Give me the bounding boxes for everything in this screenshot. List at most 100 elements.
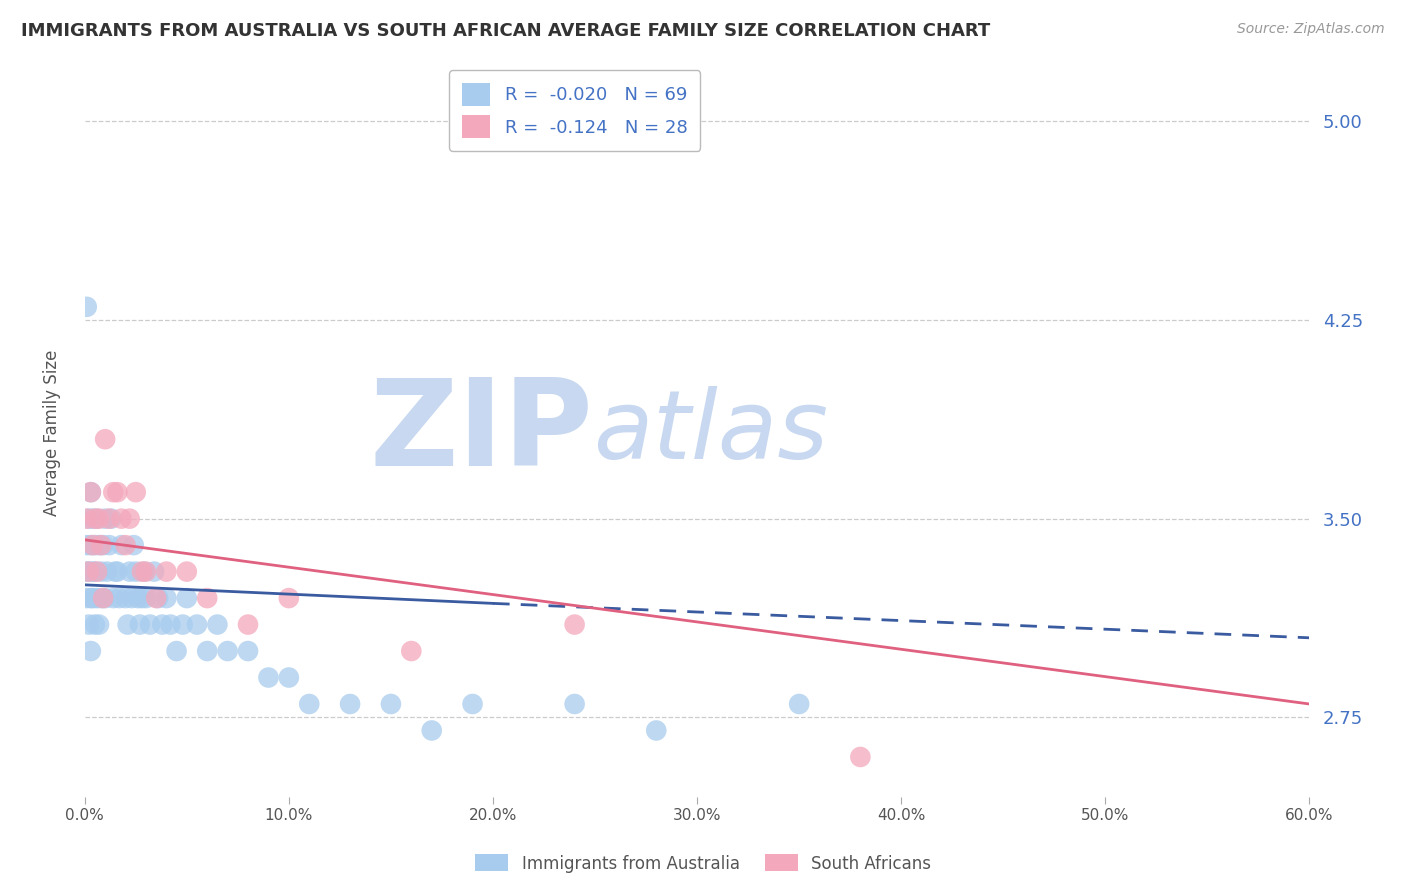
Point (564, 697, 586, 711)
Point (90, 591, 112, 606)
Point (84, 565, 107, 579)
Point (76, 511, 98, 525)
Point (87, 511, 110, 525)
Point (86, 591, 108, 606)
Point (176, 591, 198, 606)
Point (298, 697, 321, 711)
Point (277, 671, 299, 685)
Point (787, 697, 810, 711)
Point (257, 671, 280, 685)
Legend: R =  -0.020   N = 69, R =  -0.124   N = 28: R = -0.020 N = 69, R = -0.124 N = 28 (449, 70, 700, 151)
Point (127, 591, 149, 606)
Point (77, 565, 100, 579)
Point (80, 485, 103, 500)
Point (76, 591, 98, 606)
Point (110, 538, 132, 552)
Point (143, 565, 166, 579)
Point (125, 565, 148, 579)
Point (114, 538, 136, 552)
Point (186, 617, 208, 632)
Point (103, 591, 125, 606)
Text: ZIP: ZIP (370, 374, 593, 491)
Point (236, 644, 259, 658)
Point (139, 617, 162, 632)
Point (77, 511, 100, 525)
Point (76, 538, 98, 552)
Point (80, 591, 103, 606)
Point (339, 697, 361, 711)
Point (87, 538, 110, 552)
Point (94, 511, 117, 525)
Point (849, 750, 872, 764)
Point (122, 538, 145, 552)
Point (105, 485, 128, 500)
Point (86, 511, 108, 525)
Point (155, 565, 177, 579)
Point (82, 565, 104, 579)
Point (84, 617, 107, 632)
Point (76, 300, 98, 314)
Point (94, 432, 117, 446)
Point (82, 591, 104, 606)
Point (77, 565, 100, 579)
Point (84, 538, 107, 552)
Point (217, 644, 239, 658)
Point (132, 565, 155, 579)
Point (87, 617, 110, 632)
Point (84, 511, 107, 525)
Point (118, 565, 141, 579)
Point (105, 565, 128, 579)
Point (98, 511, 121, 525)
Point (90, 538, 112, 552)
Point (80, 644, 103, 658)
Point (117, 617, 139, 632)
Point (195, 644, 218, 658)
Point (80, 485, 103, 500)
Point (131, 565, 153, 579)
Y-axis label: Average Family Size: Average Family Size (44, 350, 60, 516)
Point (135, 565, 157, 579)
Point (125, 485, 148, 500)
Point (80, 538, 103, 552)
Point (76, 565, 98, 579)
Point (103, 485, 125, 500)
Point (145, 591, 167, 606)
Point (159, 617, 181, 632)
Point (82, 511, 104, 525)
Point (91, 591, 114, 606)
Point (98, 538, 121, 552)
Point (110, 511, 132, 525)
Point (121, 591, 143, 606)
Point (96, 565, 118, 579)
Point (108, 591, 131, 606)
Point (155, 591, 177, 606)
Point (380, 697, 402, 711)
Text: atlas: atlas (593, 386, 828, 479)
Point (401, 644, 423, 658)
Point (207, 617, 229, 632)
Point (166, 644, 188, 658)
Point (128, 617, 150, 632)
Text: IMMIGRANTS FROM AUSTRALIA VS SOUTH AFRICAN AVERAGE FAMILY SIZE CORRELATION CHART: IMMIGRANTS FROM AUSTRALIA VS SOUTH AFRIC… (21, 22, 990, 40)
Point (150, 617, 173, 632)
Point (172, 617, 194, 632)
Text: Source: ZipAtlas.com: Source: ZipAtlas.com (1237, 22, 1385, 37)
Point (82, 538, 104, 552)
Point (148, 591, 170, 606)
Point (94, 591, 117, 606)
Legend: Immigrants from Australia, South Africans: Immigrants from Australia, South African… (468, 847, 938, 880)
Point (135, 591, 157, 606)
Point (90, 565, 112, 579)
Point (195, 591, 218, 606)
Point (91, 538, 114, 552)
Point (100, 511, 122, 525)
Point (114, 591, 136, 606)
Point (461, 697, 484, 711)
Point (118, 511, 141, 525)
Point (236, 617, 259, 632)
Point (131, 591, 153, 606)
Point (420, 723, 443, 738)
Point (176, 565, 198, 579)
Point (104, 565, 127, 579)
Point (645, 723, 668, 738)
